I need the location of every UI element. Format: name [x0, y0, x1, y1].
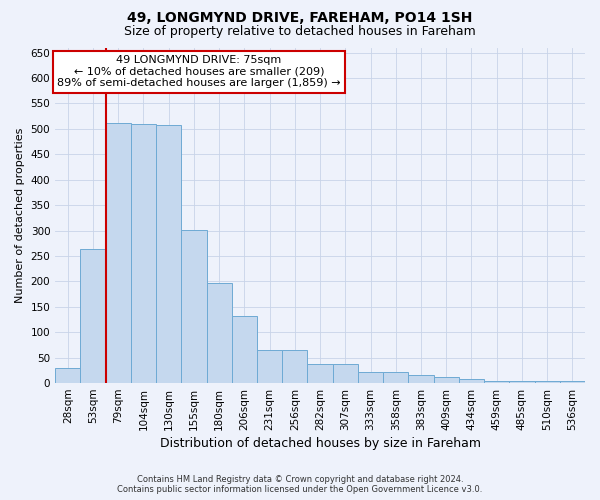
Bar [535, 380, 560, 383]
Bar [131, 124, 156, 383]
Bar [206, 283, 232, 383]
Text: 49, LONGMYND DRIVE, FAREHAM, PO14 1SH: 49, LONGMYND DRIVE, FAREHAM, PO14 1SH [127, 11, 473, 25]
Bar [358, 372, 383, 383]
Bar [509, 380, 535, 383]
Bar [332, 364, 358, 383]
Text: Contains HM Land Registry data © Crown copyright and database right 2024.
Contai: Contains HM Land Registry data © Crown c… [118, 474, 482, 494]
Text: Size of property relative to detached houses in Fareham: Size of property relative to detached ho… [124, 25, 476, 38]
Y-axis label: Number of detached properties: Number of detached properties [15, 128, 25, 303]
Bar [434, 377, 459, 383]
Bar [409, 376, 434, 383]
X-axis label: Distribution of detached houses by size in Fareham: Distribution of detached houses by size … [160, 437, 481, 450]
Bar [383, 372, 409, 383]
Bar [232, 316, 257, 383]
Bar [484, 380, 509, 383]
Bar [181, 230, 206, 383]
Bar [106, 122, 131, 383]
Bar [560, 380, 585, 383]
Bar [257, 350, 282, 383]
Bar [55, 368, 80, 383]
Text: 49 LONGMYND DRIVE: 75sqm
← 10% of detached houses are smaller (209)
89% of semi-: 49 LONGMYND DRIVE: 75sqm ← 10% of detach… [57, 55, 341, 88]
Bar [307, 364, 332, 383]
Bar [282, 350, 307, 383]
Bar [459, 379, 484, 383]
Bar [156, 126, 181, 383]
Bar [80, 250, 106, 383]
